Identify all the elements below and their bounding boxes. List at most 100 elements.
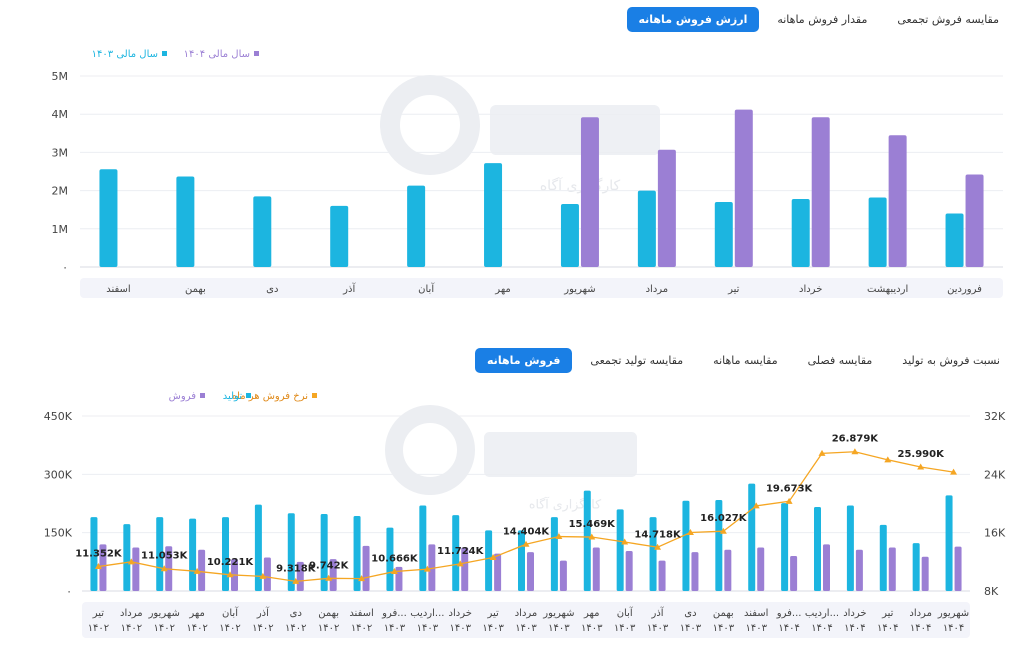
x-tick-label-year: ۱۴۰۲ <box>88 623 109 634</box>
tab-tabs_bottom-2[interactable]: مقایسه ماهانه <box>713 354 778 367</box>
bar-production <box>353 515 361 591</box>
y-tick-label: 1M <box>52 223 69 236</box>
bar-production <box>748 483 756 591</box>
rate-point <box>588 533 596 540</box>
rate-point <box>621 538 629 545</box>
bar-series-0 <box>253 196 272 267</box>
rate-point <box>456 560 464 567</box>
legend-label: نرخ فروش هر ماه <box>232 391 308 402</box>
bar-production <box>781 503 789 591</box>
y-tick-label: 4M <box>52 108 69 121</box>
bar-series-0 <box>868 197 887 267</box>
bar-sales <box>461 547 469 591</box>
bar-series-1 <box>580 117 599 267</box>
x-tick-label: تیر <box>881 608 894 619</box>
legend-label: سال مالی ۱۴۰۳ <box>92 49 158 60</box>
watermark-ring <box>380 75 480 175</box>
tab-tabs_top-1[interactable]: مقدار فروش ماهانه <box>777 13 868 26</box>
y-right-tick-label: 32K <box>984 410 1006 423</box>
rate-data-label: 10.666K <box>371 554 419 565</box>
tab-tabs_bottom-3[interactable]: مقایسه فصلی <box>807 354 873 367</box>
x-tick-label-year: ۱۴۰۳ <box>548 623 570 634</box>
y-tick-label: 5M <box>52 70 69 83</box>
x-tick-label: بهمن <box>185 284 206 295</box>
category-band <box>82 602 970 638</box>
rate-point <box>851 448 859 455</box>
rate-data-label: 9.742K <box>309 560 350 571</box>
rate-point <box>917 463 925 470</box>
rate-point <box>818 449 826 456</box>
category-band <box>80 278 1003 298</box>
rate-point <box>489 553 497 560</box>
rate-point <box>686 528 694 535</box>
rate-point <box>390 568 398 575</box>
bar-production <box>189 518 197 591</box>
x-tick-label: آبان <box>222 606 239 619</box>
x-tick-label: شهریور <box>937 608 969 619</box>
bar-series-1 <box>657 149 676 267</box>
rate-point <box>160 565 168 572</box>
tab-tabs_bottom-4[interactable]: نسبت فروش به تولید <box>902 354 1000 367</box>
tab-tabs_top-2[interactable]: مقایسه فروش تجمعی <box>897 13 999 26</box>
rate-point <box>522 540 530 547</box>
bar-production <box>320 514 328 591</box>
bar-series-0 <box>330 205 349 267</box>
x-tick-label: شهریور <box>563 284 595 295</box>
bar-series-0 <box>637 190 656 267</box>
x-tick-label: مهر <box>494 284 510 295</box>
rate-data-label: 11.352K <box>75 549 123 560</box>
x-tick-label-year: ۱۴۰۳ <box>647 623 669 634</box>
rate-data-label: 15.469K <box>569 519 617 530</box>
x-tick-label-year: ۱۴۰۴ <box>877 623 898 634</box>
watermark-ring <box>385 405 475 495</box>
x-tick-label-year: ۱۴۰۳ <box>482 623 504 634</box>
x-tick-label: آبان <box>617 606 634 619</box>
x-tick-label: اردیبهشت <box>867 284 908 295</box>
tab-tabs_bottom-0[interactable]: فروش ماهانه <box>475 348 573 373</box>
rate-point <box>719 527 727 534</box>
x-tick-label: مهر <box>188 608 204 619</box>
bar-production <box>945 495 953 591</box>
legend-label: سال مالی ۱۴۰۴ <box>184 49 250 60</box>
bar-sales <box>691 552 699 591</box>
x-tick-label-year: ۱۴۰۴ <box>910 623 931 634</box>
rate-point <box>555 533 563 540</box>
x-tick-label-year: ۱۴۰۴ <box>778 623 799 634</box>
bar-sales <box>362 545 370 591</box>
bar-sales <box>823 544 830 591</box>
x-tick-label: تیر <box>727 284 740 295</box>
bar-production <box>90 517 98 591</box>
bottom-chart-tabs: فروش ماهانه مقایسه تولید تجمعی مقایسه ماها… <box>475 348 1012 373</box>
bar-sales <box>954 546 962 591</box>
rate-point <box>292 577 300 584</box>
watermark-block <box>484 432 637 477</box>
x-tick-label: بهمن <box>713 608 734 619</box>
y-left-tick-label: 150K <box>44 527 73 540</box>
bar-sales <box>855 549 863 591</box>
bar-sales <box>329 559 337 591</box>
x-tick-label-year: ۱۴۰۳ <box>614 623 636 634</box>
x-tick-label: آبان <box>418 282 435 295</box>
x-tick-label-year: ۱۴۰۲ <box>153 623 174 634</box>
x-tick-label-year: ۱۴۰۲ <box>318 623 339 634</box>
rate-data-label: 11.724K <box>437 546 485 557</box>
bar-sales <box>921 556 929 591</box>
x-tick-label-year: ۱۴۰۲ <box>285 623 306 634</box>
tab-tabs_top-0[interactable]: ارزش فروش ماهانه <box>626 7 760 32</box>
x-tick-label: خرداد <box>799 284 822 295</box>
x-tick-label: اردیب... <box>805 608 839 619</box>
bar-sales <box>724 549 732 591</box>
bar-sales <box>263 557 271 591</box>
x-tick-label-year: ۱۴۰۲ <box>186 623 207 634</box>
tab-tabs_bottom-1[interactable]: مقایسه تولید تجمعی <box>590 354 684 367</box>
rate-point <box>259 572 267 579</box>
x-tick-label: دی <box>266 284 278 295</box>
x-tick-label: دی <box>684 608 696 619</box>
x-tick-label: آذر <box>256 606 270 619</box>
bar-production <box>912 543 920 591</box>
bar-production <box>550 517 558 591</box>
x-tick-label: آذر <box>651 606 665 619</box>
rate-data-label: 9.318K <box>276 563 317 574</box>
bar-production <box>649 517 657 591</box>
legend-swatch <box>200 393 205 398</box>
